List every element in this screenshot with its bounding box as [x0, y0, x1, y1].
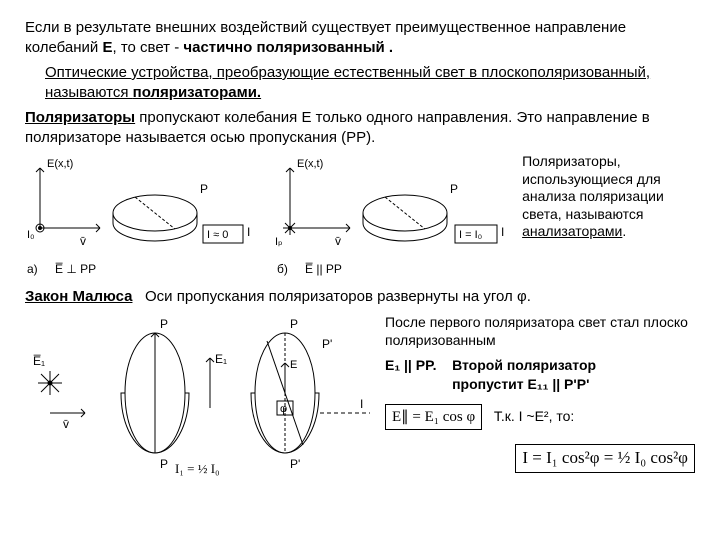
svg-text:E₁: E₁ [215, 352, 227, 366]
paragraph-3: Поляризаторы пропускают колебания E толь… [25, 108, 695, 147]
label-eperp: E̅ ⊥ PP [55, 262, 96, 276]
malus-heading: Закон Малюса Оси пропускания поляризатор… [25, 287, 695, 307]
label-ext2: E(x,t) [297, 158, 323, 170]
label-ext: E(x,t) [47, 158, 73, 170]
formula-e: E∥ = E₁ cos φ [385, 404, 482, 430]
label-p2: P [450, 182, 458, 196]
label-ii0box: I = I₀ [459, 229, 482, 241]
sidebox-1: Поляризаторы, использующиеся для анализа… [514, 153, 695, 241]
svg-text:φ: φ [280, 403, 287, 415]
label-v: v̄ [80, 234, 86, 248]
label-a: a) [27, 262, 38, 276]
svg-text:P': P' [322, 337, 332, 351]
label-b: б) [277, 262, 288, 276]
paragraph-2: Оптические устройства, преобразующие ест… [25, 63, 695, 102]
svg-text:P': P' [290, 457, 300, 471]
svg-text:v̄: v̄ [63, 417, 69, 431]
label-v2: v̄ [335, 234, 341, 248]
paragraph-1: Если в результате внешних воздействий су… [25, 18, 695, 57]
label-p1: P [200, 182, 208, 196]
svg-text:E̅₁: E̅₁ [33, 354, 45, 368]
label-epar: E̅ || PP [305, 262, 342, 276]
formula-i1: I₁ = ½ I₀ [175, 461, 220, 476]
svg-text:E: E [290, 359, 297, 371]
label-ip: Iₚ [275, 236, 283, 248]
diagram-row-2: E̅₁ v̄ P P E₁ P P' P' E φ I I₁ = ½ I₀ По… [25, 313, 695, 480]
svg-text:P: P [290, 317, 298, 331]
label-i2: I [501, 225, 504, 239]
diagram-row-1: E(x,t) I₀ v̄ a) E̅ ⊥ PP P I ≈ 0 I E(x,t)… [25, 153, 695, 283]
label-i0box: I ≈ 0 [207, 229, 228, 241]
label-i0: I₀ [27, 229, 35, 241]
svg-text:P: P [160, 317, 168, 331]
formula-final: I = I₁ cos²φ = ½ I₀ cos²φ [515, 444, 695, 473]
svg-text:I: I [360, 397, 363, 411]
polarizer-diagrams: E(x,t) I₀ v̄ a) E̅ ⊥ PP P I ≈ 0 I E(x,t)… [25, 153, 509, 283]
svg-text:P: P [160, 457, 168, 471]
malus-diagram: E̅₁ v̄ P P E₁ P P' P' E φ I I₁ = ½ I₀ [25, 313, 380, 478]
malus-text: После первого поляризатора свет стал пло… [385, 313, 695, 480]
label-i1: I [247, 225, 250, 239]
